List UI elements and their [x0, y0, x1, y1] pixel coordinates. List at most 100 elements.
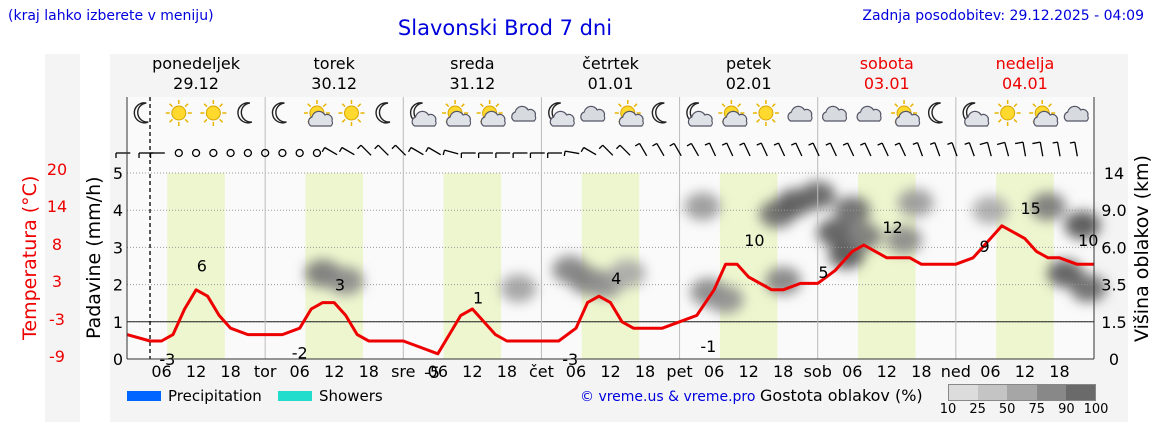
moon-cloud-icon: [409, 102, 437, 127]
cloud-patch: [897, 188, 934, 217]
temperature-label: 1: [473, 288, 483, 307]
wind-barb: [1015, 141, 1027, 157]
hour-tick: 12: [186, 362, 206, 381]
cloud-icon: [511, 105, 537, 122]
wind-barb: [226, 148, 235, 158]
day-date: 01.01: [588, 74, 634, 93]
wind-barb: [374, 144, 389, 156]
cloud-height-tick: 6.0: [1101, 238, 1126, 257]
day-date: 02.01: [726, 74, 772, 93]
wind-barb: [312, 148, 322, 158]
wind-barb: [929, 142, 941, 157]
sun-icon: [165, 100, 192, 126]
precip-tick: 5: [113, 164, 123, 183]
density-swatch: [1007, 385, 1037, 400]
wind-barb: [1032, 141, 1044, 157]
wind-barb: [209, 148, 218, 158]
day-name: ponedeljek: [152, 54, 241, 73]
wind-barb: [391, 144, 407, 156]
wind-barb: [260, 148, 270, 158]
cloud-patch: [500, 274, 537, 303]
precipitation-label: Precipitation: [168, 387, 262, 405]
precip-tick: 3: [113, 238, 123, 257]
temperature-label: -1: [700, 337, 716, 356]
wind-barb: [598, 144, 614, 156]
hour-tick: 06: [704, 362, 724, 381]
day-abbr-tick: tor: [254, 362, 277, 381]
sun-cloud-icon: [303, 100, 333, 127]
density-tick: 10: [939, 402, 957, 417]
precip-tick: 1: [113, 313, 123, 332]
wind-barb: [115, 152, 131, 158]
precip-tick: 4: [113, 201, 123, 220]
wind-barb: [442, 149, 459, 156]
sun-cloud-icon: [718, 100, 748, 127]
sun-cloud-icon: [476, 100, 506, 127]
wind-barb: [979, 141, 992, 157]
wind-barb: [149, 152, 165, 158]
temperature-label: 12: [882, 218, 902, 237]
wind-barb: [825, 142, 837, 157]
cloud-patch: [609, 259, 646, 288]
wind-barb: [529, 152, 545, 158]
hour-tick: 06: [980, 362, 1000, 381]
sun-cloud-icon: [614, 100, 644, 127]
temperature-label: 3: [335, 276, 345, 295]
cloud-patch: [972, 196, 1009, 225]
cloud-height-tick: 0: [1109, 350, 1119, 369]
hour-tick: 06: [566, 362, 586, 381]
day-date: 03.01: [864, 74, 910, 93]
temperature-tick: -9: [49, 346, 65, 366]
moon-cloud-icon: [686, 102, 713, 127]
wind-barb: [894, 142, 907, 157]
precip-tick: 2: [113, 276, 123, 295]
cloud-patch: [1070, 274, 1107, 303]
temperature-ticks: 20 14 8 3 -3 -9: [42, 160, 72, 384]
moon-icon: [133, 102, 149, 124]
wind-barb: [790, 142, 803, 157]
temperature-line: [126, 224, 1094, 356]
hour-tick: 12: [738, 362, 758, 381]
sun-icon: [200, 100, 227, 126]
wind-barb: [278, 148, 287, 158]
hour-tick: 18: [220, 362, 240, 381]
temperature-label: -2: [292, 344, 308, 363]
cloud-height-tick: 1.5: [1101, 313, 1126, 332]
density-swatch: [1036, 385, 1066, 400]
temperature-tick: 14: [46, 197, 68, 217]
density-swatch: [1065, 385, 1096, 400]
temperature-tick: -3: [49, 309, 65, 329]
sun-cloud-icon: [442, 100, 472, 127]
last-update: Zadnja posodobitev: 29.12.2025 - 04:09: [862, 8, 1144, 24]
moon-cloud-icon: [548, 102, 575, 127]
wind-barb: [243, 148, 253, 158]
wind-barb: [652, 142, 665, 157]
day-date: 04.01: [1002, 74, 1048, 93]
density-swatch: [978, 385, 1008, 400]
wind-barb: [174, 148, 183, 158]
cloud-patch: [1029, 192, 1066, 221]
wind-barb: [295, 148, 304, 158]
wind-barb: [615, 144, 631, 156]
copyright-link[interactable]: © vreme.us & vreme.pro: [580, 389, 756, 405]
cloud-density-label: Gostota oblakov (%): [760, 386, 923, 405]
menu-hint: (kraj lahko izberete v meniju): [8, 8, 214, 24]
wind-barb: [580, 146, 597, 156]
sun-icon: [994, 100, 1021, 126]
wind-barb: [563, 150, 580, 157]
wind-barb: [756, 142, 768, 157]
moon-icon: [651, 102, 667, 124]
cloud-icon: [580, 105, 606, 122]
cloud-patch: [834, 196, 871, 225]
left-side-panel: [45, 54, 80, 422]
showers-label: Showers: [319, 387, 383, 405]
cloud-icon: [822, 105, 848, 122]
density-tick: 50: [998, 402, 1016, 417]
day-name: nedelja: [996, 54, 1055, 73]
cloud-patch: [845, 222, 882, 251]
showers-swatch: [278, 391, 312, 401]
temperature-tick: 8: [51, 234, 63, 254]
temperature-tick: 3: [51, 272, 63, 292]
temperature-label: 4: [611, 269, 621, 288]
